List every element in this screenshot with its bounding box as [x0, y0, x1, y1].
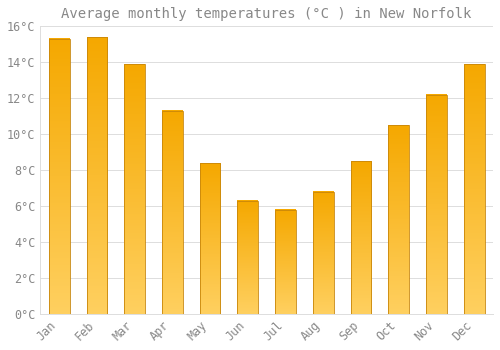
Bar: [388, 125, 409, 314]
Bar: [275, 210, 296, 314]
Bar: [162, 111, 182, 314]
Title: Average monthly temperatures (°C ) in New Norfolk: Average monthly temperatures (°C ) in Ne…: [62, 7, 472, 21]
Bar: [350, 161, 372, 314]
Bar: [238, 201, 258, 314]
Bar: [426, 94, 447, 314]
Bar: [464, 64, 484, 314]
Bar: [124, 64, 145, 314]
Bar: [313, 192, 334, 314]
Bar: [200, 163, 220, 314]
Bar: [49, 39, 70, 314]
Bar: [86, 37, 108, 314]
